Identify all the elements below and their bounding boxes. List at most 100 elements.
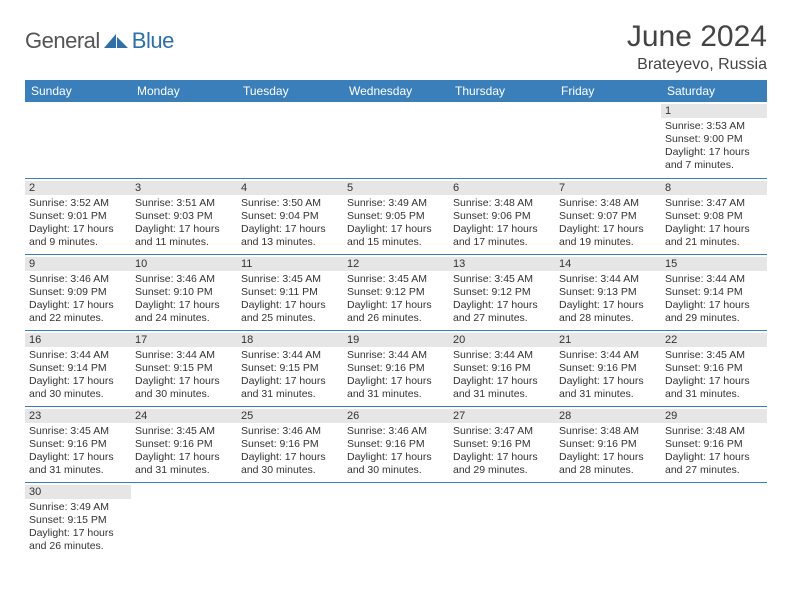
daylight: Daylight: 17 hours and 19 minutes. <box>559 223 657 249</box>
calendar-cell: 11Sunrise: 3:45 AMSunset: 9:11 PMDayligh… <box>237 254 343 330</box>
sunset: Sunset: 9:12 PM <box>453 286 551 299</box>
calendar-cell: 18Sunrise: 3:44 AMSunset: 9:15 PMDayligh… <box>237 330 343 406</box>
location: Brateyevo, Russia <box>627 56 767 74</box>
calendar-cell: 8 Sunrise: 3:47 AMSunset: 9:08 PMDaylight… <box>661 178 767 254</box>
day-number: 6 <box>449 181 555 195</box>
day-number: 17 <box>131 333 237 347</box>
calendar-body: 1Sunrise: 3:53 AMSunset: 9:00 PMDaylight… <box>25 102 767 558</box>
calendar-row: 16Sunrise: 3:44 AMSunset: 9:14 PMDayligh… <box>25 330 767 406</box>
day-number: 1 <box>661 104 767 118</box>
sunset: Sunset: 9:15 PM <box>241 362 339 375</box>
sunset: Sunset: 9:16 PM <box>347 362 445 375</box>
sunset: Sunset: 9:04 PM <box>241 210 339 223</box>
sun-info: Sunrise: 3:44 AMSunset: 9:14 PMDaylight:… <box>29 349 127 402</box>
sunset: Sunset: 9:10 PM <box>135 286 233 299</box>
sun-info: Sunrise: 3:52 AMSunset: 9:01 PMDaylight:… <box>29 197 127 250</box>
calendar-cell: 17Sunrise: 3:44 AMSunset: 9:15 PMDayligh… <box>131 330 237 406</box>
calendar-cell: 24Sunrise: 3:45 AMSunset: 9:16 PMDayligh… <box>131 406 237 482</box>
sun-info: Sunrise: 3:44 AMSunset: 9:16 PMDaylight:… <box>347 349 445 402</box>
daylight: Daylight: 17 hours and 31 minutes. <box>453 375 551 401</box>
day-number: 22 <box>661 333 767 347</box>
sunrise: Sunrise: 3:45 AM <box>665 349 763 362</box>
day-number: 7 <box>555 181 661 195</box>
day-header: Sunday <box>25 80 131 102</box>
daylight: Daylight: 17 hours and 25 minutes. <box>241 299 339 325</box>
calendar-cell: 6 Sunrise: 3:48 AMSunset: 9:06 PMDaylight… <box>449 178 555 254</box>
sun-info: Sunrise: 3:45 AMSunset: 9:16 PMDaylight:… <box>135 425 233 478</box>
sunset: Sunset: 9:16 PM <box>241 438 339 451</box>
day-number: 8 <box>661 181 767 195</box>
sun-info: Sunrise: 3:49 AMSunset: 9:05 PMDaylight:… <box>347 197 445 250</box>
calendar-cell: 28Sunrise: 3:48 AMSunset: 9:16 PMDayligh… <box>555 406 661 482</box>
sunset: Sunset: 9:07 PM <box>559 210 657 223</box>
sun-info: Sunrise: 3:48 AMSunset: 9:06 PMDaylight:… <box>453 197 551 250</box>
sunrise: Sunrise: 3:44 AM <box>29 349 127 362</box>
sunset: Sunset: 9:00 PM <box>665 133 763 146</box>
daylight: Daylight: 17 hours and 31 minutes. <box>135 451 233 477</box>
sun-info: Sunrise: 3:44 AMSunset: 9:15 PMDaylight:… <box>241 349 339 402</box>
sunrise: Sunrise: 3:53 AM <box>665 120 763 133</box>
calendar-cell-empty <box>661 482 767 558</box>
calendar-cell: 19 Sunrise: 3:44 AMSunset: 9:16 PMDayligh… <box>343 330 449 406</box>
daylight: Daylight: 17 hours and 21 minutes. <box>665 223 763 249</box>
day-number: 27 <box>449 409 555 423</box>
daylight: Daylight: 17 hours and 29 minutes. <box>665 299 763 325</box>
sunset: Sunset: 9:11 PM <box>241 286 339 299</box>
sun-info: Sunrise: 3:44 AMSunset: 9:16 PMDaylight:… <box>453 349 551 402</box>
sun-info: Sunrise: 3:47 AMSunset: 9:08 PMDaylight:… <box>665 197 763 250</box>
sunrise: Sunrise: 3:45 AM <box>29 425 127 438</box>
day-number: 3 <box>131 181 237 195</box>
calendar-cell-empty <box>131 102 237 178</box>
calendar-cell: 14Sunrise: 3:44 AMSunset: 9:13 PMDayligh… <box>555 254 661 330</box>
sunset: Sunset: 9:14 PM <box>665 286 763 299</box>
calendar-cell-empty <box>449 102 555 178</box>
calendar-cell: 12 Sunrise: 3:45 AMSunset: 9:12 PMDayligh… <box>343 254 449 330</box>
sunrise: Sunrise: 3:48 AM <box>559 197 657 210</box>
header: General Blue June 2024 Brateyevo, Russia <box>25 20 767 74</box>
sun-info: Sunrise: 3:44 AMSunset: 9:16 PMDaylight:… <box>559 349 657 402</box>
sun-info: Sunrise: 3:46 AMSunset: 9:10 PMDaylight:… <box>135 273 233 326</box>
day-number: 9 <box>25 257 131 271</box>
sunrise: Sunrise: 3:44 AM <box>241 349 339 362</box>
day-number: 12 <box>343 257 449 271</box>
sun-info: Sunrise: 3:48 AMSunset: 9:07 PMDaylight:… <box>559 197 657 250</box>
day-number: 21 <box>555 333 661 347</box>
calendar-cell-empty <box>237 482 343 558</box>
calendar-cell: 16Sunrise: 3:44 AMSunset: 9:14 PMDayligh… <box>25 330 131 406</box>
sun-info: Sunrise: 3:45 AMSunset: 9:11 PMDaylight:… <box>241 273 339 326</box>
sunrise: Sunrise: 3:47 AM <box>453 425 551 438</box>
day-number: 15 <box>661 257 767 271</box>
day-header: Tuesday <box>237 80 343 102</box>
day-number: 20 <box>449 333 555 347</box>
day-header: Saturday <box>661 80 767 102</box>
daylight: Daylight: 17 hours and 28 minutes. <box>559 299 657 325</box>
sunset: Sunset: 9:15 PM <box>29 514 127 527</box>
sunrise: Sunrise: 3:46 AM <box>135 273 233 286</box>
day-header: Wednesday <box>343 80 449 102</box>
calendar-table: SundayMondayTuesdayWednesdayThursdayFrid… <box>25 80 767 558</box>
day-number: 19 <box>343 333 449 347</box>
sunrise: Sunrise: 3:46 AM <box>241 425 339 438</box>
daylight: Daylight: 17 hours and 7 minutes. <box>665 146 763 172</box>
sunrise: Sunrise: 3:48 AM <box>453 197 551 210</box>
sun-info: Sunrise: 3:48 AMSunset: 9:16 PMDaylight:… <box>665 425 763 478</box>
daylight: Daylight: 17 hours and 15 minutes. <box>347 223 445 249</box>
sunrise: Sunrise: 3:45 AM <box>453 273 551 286</box>
sunset: Sunset: 9:15 PM <box>135 362 233 375</box>
sun-info: Sunrise: 3:44 AMSunset: 9:14 PMDaylight:… <box>665 273 763 326</box>
daylight: Daylight: 17 hours and 26 minutes. <box>29 527 127 553</box>
calendar-cell-empty <box>25 102 131 178</box>
logo: General Blue <box>25 28 174 54</box>
sunset: Sunset: 9:01 PM <box>29 210 127 223</box>
daylight: Daylight: 17 hours and 27 minutes. <box>453 299 551 325</box>
daylight: Daylight: 17 hours and 11 minutes. <box>135 223 233 249</box>
day-number: 29 <box>661 409 767 423</box>
calendar-cell: 27Sunrise: 3:47 AMSunset: 9:16 PMDayligh… <box>449 406 555 482</box>
calendar-row: 30Sunrise: 3:49 AMSunset: 9:15 PMDayligh… <box>25 482 767 558</box>
sun-info: Sunrise: 3:46 AMSunset: 9:16 PMDaylight:… <box>347 425 445 478</box>
sunset: Sunset: 9:12 PM <box>347 286 445 299</box>
sunset: Sunset: 9:08 PM <box>665 210 763 223</box>
sun-info: Sunrise: 3:45 AMSunset: 9:12 PMDaylight:… <box>347 273 445 326</box>
calendar-cell: 10Sunrise: 3:46 AMSunset: 9:10 PMDayligh… <box>131 254 237 330</box>
sun-info: Sunrise: 3:51 AMSunset: 9:03 PMDaylight:… <box>135 197 233 250</box>
